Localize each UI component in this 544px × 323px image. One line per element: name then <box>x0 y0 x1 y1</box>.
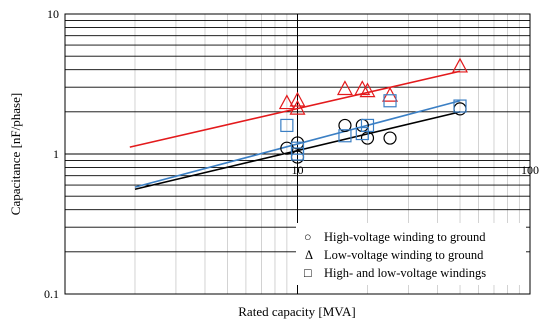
data-point-circle <box>360 131 375 145</box>
trend-line <box>129 70 461 148</box>
legend-symbol-square: □ <box>304 266 312 280</box>
data-point-square <box>355 126 369 141</box>
data-point-square <box>290 147 305 161</box>
data-point-square <box>453 99 467 113</box>
data-point-square <box>360 118 375 133</box>
x-tick-label: 10 <box>292 163 304 177</box>
x-tick-label: 100 <box>521 163 539 177</box>
data-point-square <box>280 118 294 133</box>
legend-symbol-circle: ○ <box>304 230 312 244</box>
trend-line <box>134 99 461 188</box>
data-point-triangle <box>336 80 353 96</box>
legend-box <box>296 223 526 285</box>
data-points <box>278 57 469 164</box>
data-point-triangle <box>278 94 295 110</box>
data-point-triangle <box>289 99 306 115</box>
data-point-circle <box>383 131 397 145</box>
plot-frame <box>64 13 531 295</box>
legend: ○ High-voltage winding to ground Δ Low-v… <box>296 223 526 285</box>
legend-label-high-low-voltage: High- and low-voltage windings <box>324 266 486 280</box>
legend-label-low-voltage: Low-voltage winding to ground <box>324 248 484 262</box>
legend-label-high-voltage: High-voltage winding to ground <box>324 230 486 244</box>
y-tick-label: 1 <box>53 147 59 161</box>
data-point-triangle <box>452 57 469 73</box>
data-point-square <box>383 94 397 108</box>
legend-symbol-triangle: Δ <box>305 248 313 262</box>
data-point-triangle <box>359 82 376 98</box>
data-point-triangle <box>289 91 306 107</box>
data-point-circle <box>338 118 352 133</box>
x-axis-label: Rated capacity [MVA] <box>238 304 355 319</box>
y-tick-label: 10 <box>47 7 59 21</box>
y-axis-label: Capacitance [nF/phase] <box>8 93 23 215</box>
data-point-square <box>338 129 352 143</box>
tick-labels: 10 100 0.1 1 10 <box>44 7 539 301</box>
y-tick-label: 0.1 <box>44 287 59 301</box>
